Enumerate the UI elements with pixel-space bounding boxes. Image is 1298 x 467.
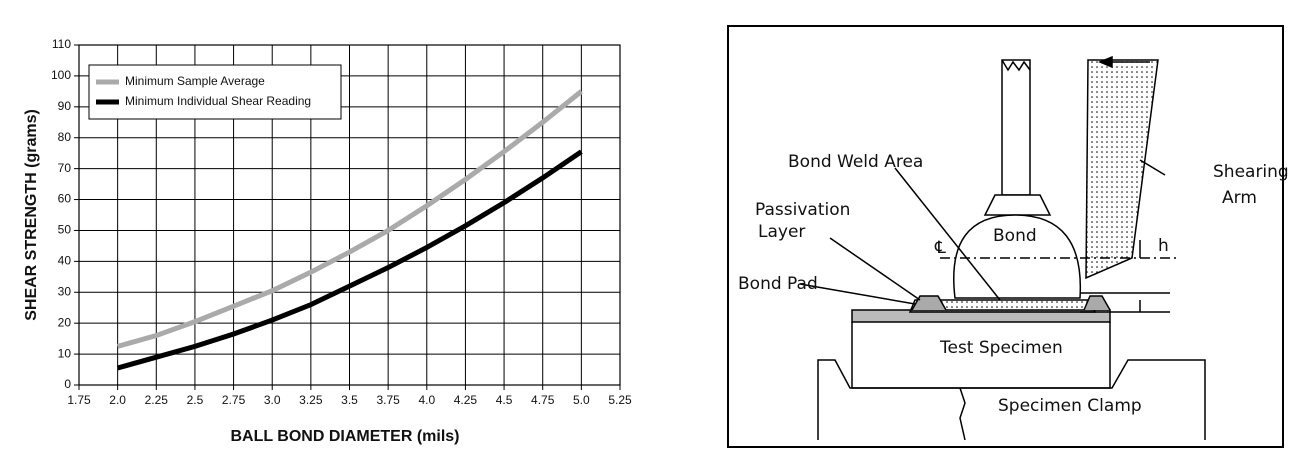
label: h (1158, 236, 1169, 256)
legend: Minimum Sample Average Minimum Individual… (88, 64, 342, 120)
y-axis-title: SHEAR STRENGTH (grams) (23, 109, 40, 321)
label: Layer (758, 222, 805, 242)
x-tick-label: 2.25 (145, 393, 169, 407)
x-tick-label: 4.0 (418, 393, 435, 407)
diagram-labels: Bond Weld Area Shearing Arm Passivation … (738, 152, 1289, 416)
capillary-break (1001, 59, 1031, 72)
chart: 0 10 20 30 40 50 60 70 80 90 100 110 1.75 2.0 2.25 2.5 2… (51, 37, 632, 407)
y-tick-label: 100 (51, 68, 71, 82)
x-tick-label: 3.25 (299, 393, 323, 407)
dimension-lines (1080, 240, 1170, 313)
x-tick-label: 2.75 (222, 393, 246, 407)
label: Shearing (1213, 162, 1289, 182)
y-tick-label: 70 (58, 161, 72, 175)
label: Bond (993, 226, 1037, 246)
series-line (116, 89, 583, 349)
label: Specimen Clamp (998, 396, 1142, 416)
label: Bond Weld Area (788, 152, 923, 172)
y-tick-label: 10 (58, 346, 72, 360)
passivation-right (1083, 295, 1111, 311)
capillary (1001, 59, 1031, 196)
x-tick-label: 3.75 (376, 393, 400, 407)
series-line (116, 149, 583, 371)
ball-bond (953, 214, 1082, 299)
x-tick-label: 4.25 (454, 393, 478, 407)
y-tick-label: 90 (58, 99, 72, 113)
label: Arm (1222, 188, 1257, 208)
y-tick-label: 50 (58, 223, 72, 237)
label: Passivation (755, 200, 850, 220)
capillary-tip (983, 194, 1052, 216)
y-tick-label: 20 (58, 315, 72, 329)
y-tick-label: 30 (58, 284, 72, 298)
x-tick-label: 5.25 (608, 393, 632, 407)
x-axis-title: BALL BOND DIAMETER (mils) (230, 428, 459, 445)
centerline-symbol: ℄ (934, 238, 946, 258)
clamp (817, 359, 1206, 440)
diagram-frame (727, 25, 1284, 448)
legend-label: Minimum Sample Average (125, 74, 265, 88)
x-tick-label: 2.0 (109, 393, 126, 407)
diagram: ℄ (727, 25, 1284, 448)
x-tick-label: 3.5 (341, 393, 358, 407)
leader-lines (799, 159, 1166, 305)
x-tick-label: 4.5 (496, 393, 513, 407)
label: Test Specimen (939, 338, 1063, 358)
y-tick-label: 60 (58, 192, 72, 206)
plot-frame (78, 44, 621, 386)
y-tick-label: 40 (58, 254, 72, 268)
legend-label: Minimum Individual Shear Reading (125, 94, 311, 108)
x-tick-label: 1.75 (67, 393, 91, 407)
shearing-arm (1085, 59, 1159, 280)
x-tick-label: 3.0 (264, 393, 281, 407)
label: Bond Pad (738, 274, 818, 294)
y-tick-label: 110 (52, 37, 71, 51)
arrow (1098, 55, 1150, 69)
clamp-break (959, 387, 966, 441)
y-tick-label: 80 (58, 130, 72, 144)
x-tick-label: 5.0 (573, 393, 590, 407)
x-tick-label: 2.5 (187, 393, 204, 407)
x-tick-label: 4.75 (531, 393, 555, 407)
passivation-left (911, 295, 947, 311)
y-tick-label: 0 (64, 377, 71, 391)
legend-box (88, 64, 342, 120)
